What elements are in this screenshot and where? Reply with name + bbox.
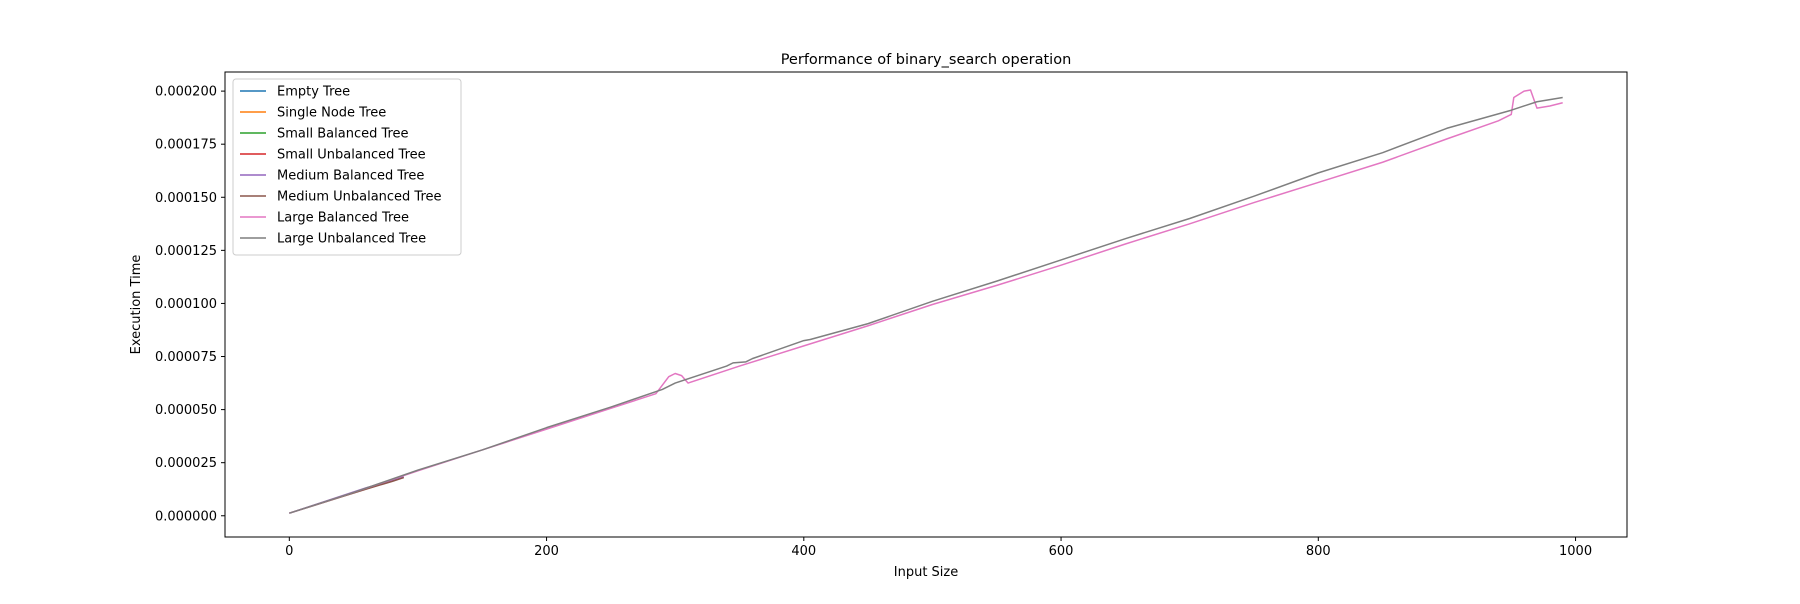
legend-label: Small Balanced Tree — [277, 127, 409, 142]
x-axis-label: Input Size — [894, 565, 958, 580]
y-tick-label: 0.000125 — [155, 244, 217, 259]
series-line-7 — [289, 89, 1563, 514]
y-tick-label: 0.000000 — [155, 509, 217, 524]
legend-label: Small Unbalanced Tree — [277, 148, 426, 163]
y-tick-label: 0.000200 — [155, 85, 217, 100]
x-tick-label: 1000 — [1559, 544, 1592, 559]
legend-box — [232, 78, 462, 256]
legend-label: Medium Balanced Tree — [277, 169, 424, 184]
x-tick-label: 600 — [1049, 544, 1074, 559]
y-tick-label: 0.000175 — [155, 138, 217, 153]
x-tick-label: 0 — [285, 544, 293, 559]
chart-title: Performance of binary_search operation — [781, 52, 1072, 68]
x-tick-label: 400 — [791, 544, 816, 559]
y-tick-label: 0.000050 — [155, 403, 217, 418]
y-tick-label: 0.000150 — [155, 191, 217, 206]
y-tick-label: 0.000025 — [155, 456, 217, 471]
legend-label: Medium Unbalanced Tree — [277, 190, 442, 205]
y-axis-label: Execution Time — [129, 255, 144, 355]
legend-label: Single Node Tree — [277, 106, 386, 121]
x-tick-label: 800 — [1306, 544, 1331, 559]
legend-label: Empty Tree — [277, 85, 350, 100]
legend-label: Large Unbalanced Tree — [277, 232, 426, 247]
y-tick-label: 0.000100 — [155, 297, 217, 312]
series-line-8 — [289, 96, 1563, 514]
plot-frame — [224, 71, 1628, 538]
legend-label: Large Balanced Tree — [277, 211, 409, 226]
x-tick-label: 200 — [534, 544, 559, 559]
y-tick-label: 0.000075 — [155, 350, 217, 365]
